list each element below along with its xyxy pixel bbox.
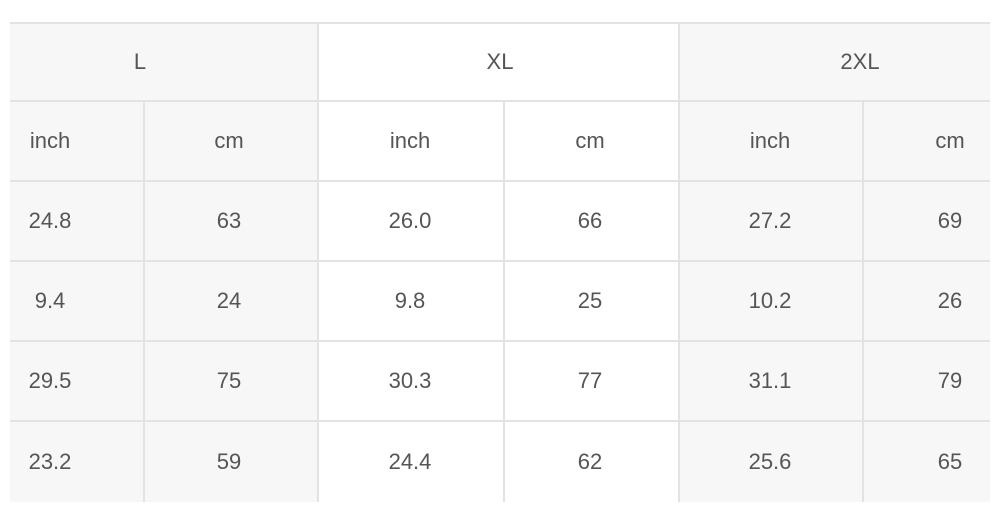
unit-header: inch bbox=[10, 102, 145, 182]
size-header-xl: XL bbox=[319, 24, 680, 102]
table-cell-text: 30.3 bbox=[388, 368, 432, 393]
table-cell-text: 63 bbox=[216, 208, 242, 233]
table-cell-text: 9.4 bbox=[34, 288, 66, 313]
table-cell-text: 27.2 bbox=[748, 208, 792, 233]
size-header-l: L bbox=[10, 24, 319, 102]
unit-header: inch bbox=[319, 102, 505, 182]
table-cell: 26.0 bbox=[319, 182, 505, 262]
table-cell-text: 25 bbox=[577, 288, 603, 313]
table-cell: 69 bbox=[864, 182, 990, 262]
table-cell: 25 bbox=[505, 262, 680, 342]
table-cell-text: 29.5 bbox=[28, 368, 72, 393]
table-cell: 23.2 bbox=[10, 422, 145, 502]
table-cell-text: 26 bbox=[937, 288, 963, 313]
table-cell: 9.4 bbox=[10, 262, 145, 342]
unit-header-text: cm bbox=[214, 128, 244, 153]
table-cell-text: 66 bbox=[577, 208, 603, 233]
table-cell-text: 77 bbox=[577, 368, 603, 393]
table-cell: 10.2 bbox=[680, 262, 864, 342]
table-cell-text: 24.8 bbox=[28, 208, 72, 233]
unit-header-text: inch bbox=[29, 128, 71, 153]
table-cell-text: 25.6 bbox=[748, 449, 792, 474]
unit-header: cm bbox=[145, 102, 319, 182]
table-cell-text: 69 bbox=[937, 208, 963, 233]
unit-header-text: cm bbox=[935, 128, 965, 153]
table-cell: 25.6 bbox=[680, 422, 864, 502]
table-cell: 31.1 bbox=[680, 342, 864, 422]
table-cell: 66 bbox=[505, 182, 680, 262]
unit-header: cm bbox=[864, 102, 990, 182]
table-cell: 9.8 bbox=[319, 262, 505, 342]
table-cell-text: 75 bbox=[216, 368, 242, 393]
size-header-xl-text: XL bbox=[486, 49, 514, 74]
table-cell-text: 59 bbox=[216, 449, 242, 474]
table-cell: 30.3 bbox=[319, 342, 505, 422]
table-cell-text: 62 bbox=[577, 449, 603, 474]
table-cell: 24.4 bbox=[319, 422, 505, 502]
size-header-2xl-text: 2XL bbox=[840, 49, 880, 74]
table-cell-text: 26.0 bbox=[388, 208, 432, 233]
table-cell-text: 65 bbox=[937, 449, 963, 474]
size-chart-table: L XL 2XL inch cm inch cm inch cm 24.8 63 26.0 66 27.2… bbox=[10, 22, 990, 502]
table-cell: 26 bbox=[864, 262, 990, 342]
unit-header-text: inch bbox=[389, 128, 431, 153]
table-cell-text: 79 bbox=[937, 368, 963, 393]
table-cell: 59 bbox=[145, 422, 319, 502]
table-cell: 62 bbox=[505, 422, 680, 502]
table-cell: 65 bbox=[864, 422, 990, 502]
table-cell-text: 23.2 bbox=[28, 449, 72, 474]
table-cell: 75 bbox=[145, 342, 319, 422]
table-cell-text: 24 bbox=[216, 288, 242, 313]
unit-header-text: inch bbox=[749, 128, 791, 153]
size-header-2xl: 2XL bbox=[680, 24, 990, 102]
unit-header: cm bbox=[505, 102, 680, 182]
table-cell-text: 10.2 bbox=[748, 288, 792, 313]
table-cell: 63 bbox=[145, 182, 319, 262]
unit-header-text: cm bbox=[575, 128, 605, 153]
table-cell: 24.8 bbox=[10, 182, 145, 262]
table-cell-text: 24.4 bbox=[388, 449, 432, 474]
size-header-l-text: L bbox=[133, 49, 147, 74]
unit-header: inch bbox=[680, 102, 864, 182]
table-cell-text: 9.8 bbox=[394, 288, 426, 313]
table-cell: 77 bbox=[505, 342, 680, 422]
table-cell: 79 bbox=[864, 342, 990, 422]
table-cell: 29.5 bbox=[10, 342, 145, 422]
table-cell: 27.2 bbox=[680, 182, 864, 262]
table-cell-text: 31.1 bbox=[748, 368, 792, 393]
table-cell: 24 bbox=[145, 262, 319, 342]
